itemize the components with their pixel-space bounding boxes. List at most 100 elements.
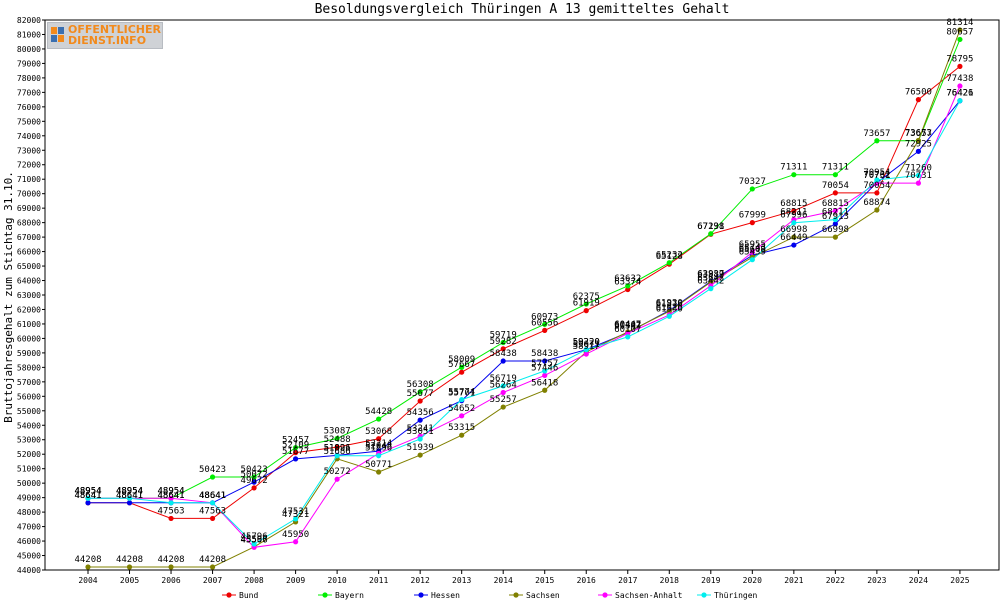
data-label: 73657 xyxy=(863,129,890,139)
x-tick-label: 2020 xyxy=(743,576,762,585)
data-label: 54356 xyxy=(407,408,434,418)
data-point xyxy=(957,63,963,69)
data-label: 60347 xyxy=(614,321,641,331)
data-label: 65232 xyxy=(656,251,683,261)
data-point xyxy=(874,207,880,213)
data-label: 63632 xyxy=(614,274,641,284)
x-tick-label: 2022 xyxy=(826,576,845,585)
data-label: 48954 xyxy=(116,486,143,496)
data-point xyxy=(874,190,880,196)
data-label: 48954 xyxy=(74,486,101,496)
data-point xyxy=(583,351,589,357)
data-label: 67996 xyxy=(780,211,807,221)
x-tick-label: 2024 xyxy=(909,576,928,585)
data-label: 53068 xyxy=(365,427,392,437)
series-line-bund xyxy=(88,66,961,519)
data-label: 44208 xyxy=(199,555,226,565)
data-point xyxy=(708,286,714,292)
data-point xyxy=(293,450,299,456)
data-label: 48641 xyxy=(116,491,143,501)
data-label: 61919 xyxy=(573,299,600,309)
data-point xyxy=(625,286,631,293)
data-label: 61876 xyxy=(656,299,683,309)
data-label: 48641 xyxy=(199,491,226,501)
x-tick-label: 2014 xyxy=(494,576,513,585)
series-line-hessen xyxy=(88,100,961,504)
data-label: 56264 xyxy=(490,380,517,390)
y-tick-label: 63000 xyxy=(17,291,41,300)
legend-label: Hessen xyxy=(431,591,460,600)
data-label: 52214 xyxy=(365,439,392,449)
data-point xyxy=(915,180,922,186)
data-point xyxy=(334,435,340,442)
data-point xyxy=(293,444,299,451)
data-point xyxy=(583,301,589,307)
data-point xyxy=(500,339,506,346)
y-tick-label: 51000 xyxy=(17,465,41,474)
data-label: 48641 xyxy=(74,491,101,501)
data-point xyxy=(209,515,216,522)
data-label: 47321 xyxy=(282,510,309,520)
y-tick-label: 52000 xyxy=(17,450,41,459)
data-label: 63642 xyxy=(697,274,724,284)
data-label: 60107 xyxy=(614,325,641,335)
y-tick-label: 44000 xyxy=(17,566,41,575)
logo-line-1: OFFENTLICHER xyxy=(68,23,161,36)
y-tick-label: 48000 xyxy=(17,508,41,517)
data-point xyxy=(791,242,797,248)
data-label: 48954 xyxy=(157,486,184,496)
data-point xyxy=(957,98,963,104)
y-tick-label: 73000 xyxy=(17,146,41,155)
data-point xyxy=(625,283,631,289)
data-label: 50423 xyxy=(199,465,226,475)
y-tick-label: 55000 xyxy=(17,407,41,416)
x-tick-label: 2015 xyxy=(535,576,554,585)
x-tick-label: 2025 xyxy=(950,576,969,585)
data-point xyxy=(915,137,922,144)
data-label: 57667 xyxy=(448,360,475,370)
data-point xyxy=(209,564,216,570)
x-axis-ticks: 2004 2005 2006 2007 2008 2009 2010 2011 2012 2013… xyxy=(78,570,970,585)
data-label: 53087 xyxy=(324,426,351,436)
data-labels: 48641 48641 47563 47563 49672 52109 52488 53068… xyxy=(74,18,973,565)
data-point xyxy=(85,500,91,506)
data-label: 53241 xyxy=(407,424,434,434)
data-label: 51686 xyxy=(324,447,351,457)
data-label: 51921 xyxy=(324,443,351,453)
data-label: 61930 xyxy=(656,298,683,308)
data-point xyxy=(749,257,755,263)
data-point xyxy=(500,404,506,410)
data-label: 51896 xyxy=(324,444,351,454)
data-label: 48641 xyxy=(74,491,101,501)
y-axis-label: Bruttojahresgehalt zum Stichtag 31.10. xyxy=(2,171,15,423)
y-tick-label: 47000 xyxy=(17,523,41,532)
y-tick-label: 76000 xyxy=(17,103,41,112)
data-point xyxy=(334,476,340,482)
y-tick-label: 67000 xyxy=(17,233,41,242)
data-label: 67231 xyxy=(697,222,724,232)
data-label: 44208 xyxy=(74,555,101,565)
data-label: 50423 xyxy=(241,465,268,475)
data-point xyxy=(542,368,548,374)
x-tick-label: 2008 xyxy=(244,576,263,585)
data-label: 54652 xyxy=(448,404,475,414)
data-point xyxy=(874,177,880,183)
data-point xyxy=(583,347,589,353)
data-point xyxy=(126,495,133,501)
data-label: 52109 xyxy=(282,441,309,451)
y-axis-ticks: 44000 45000 46000 47000 48000 49000 50000 51000… xyxy=(17,16,45,575)
data-label: 67913 xyxy=(822,212,849,222)
y-tick-label: 79000 xyxy=(17,59,41,68)
y-tick-label: 65000 xyxy=(17,262,41,271)
data-point xyxy=(915,97,922,103)
data-label: 70762 xyxy=(863,171,890,181)
plot-border xyxy=(44,19,1000,571)
data-point xyxy=(500,383,506,389)
data-label: 66998 xyxy=(822,225,849,235)
data-label: 73657 xyxy=(905,129,932,139)
data-point xyxy=(500,346,506,352)
data-point xyxy=(791,208,797,214)
legend-label: Thüringen xyxy=(714,591,758,600)
legend-label: Bund xyxy=(239,591,258,600)
